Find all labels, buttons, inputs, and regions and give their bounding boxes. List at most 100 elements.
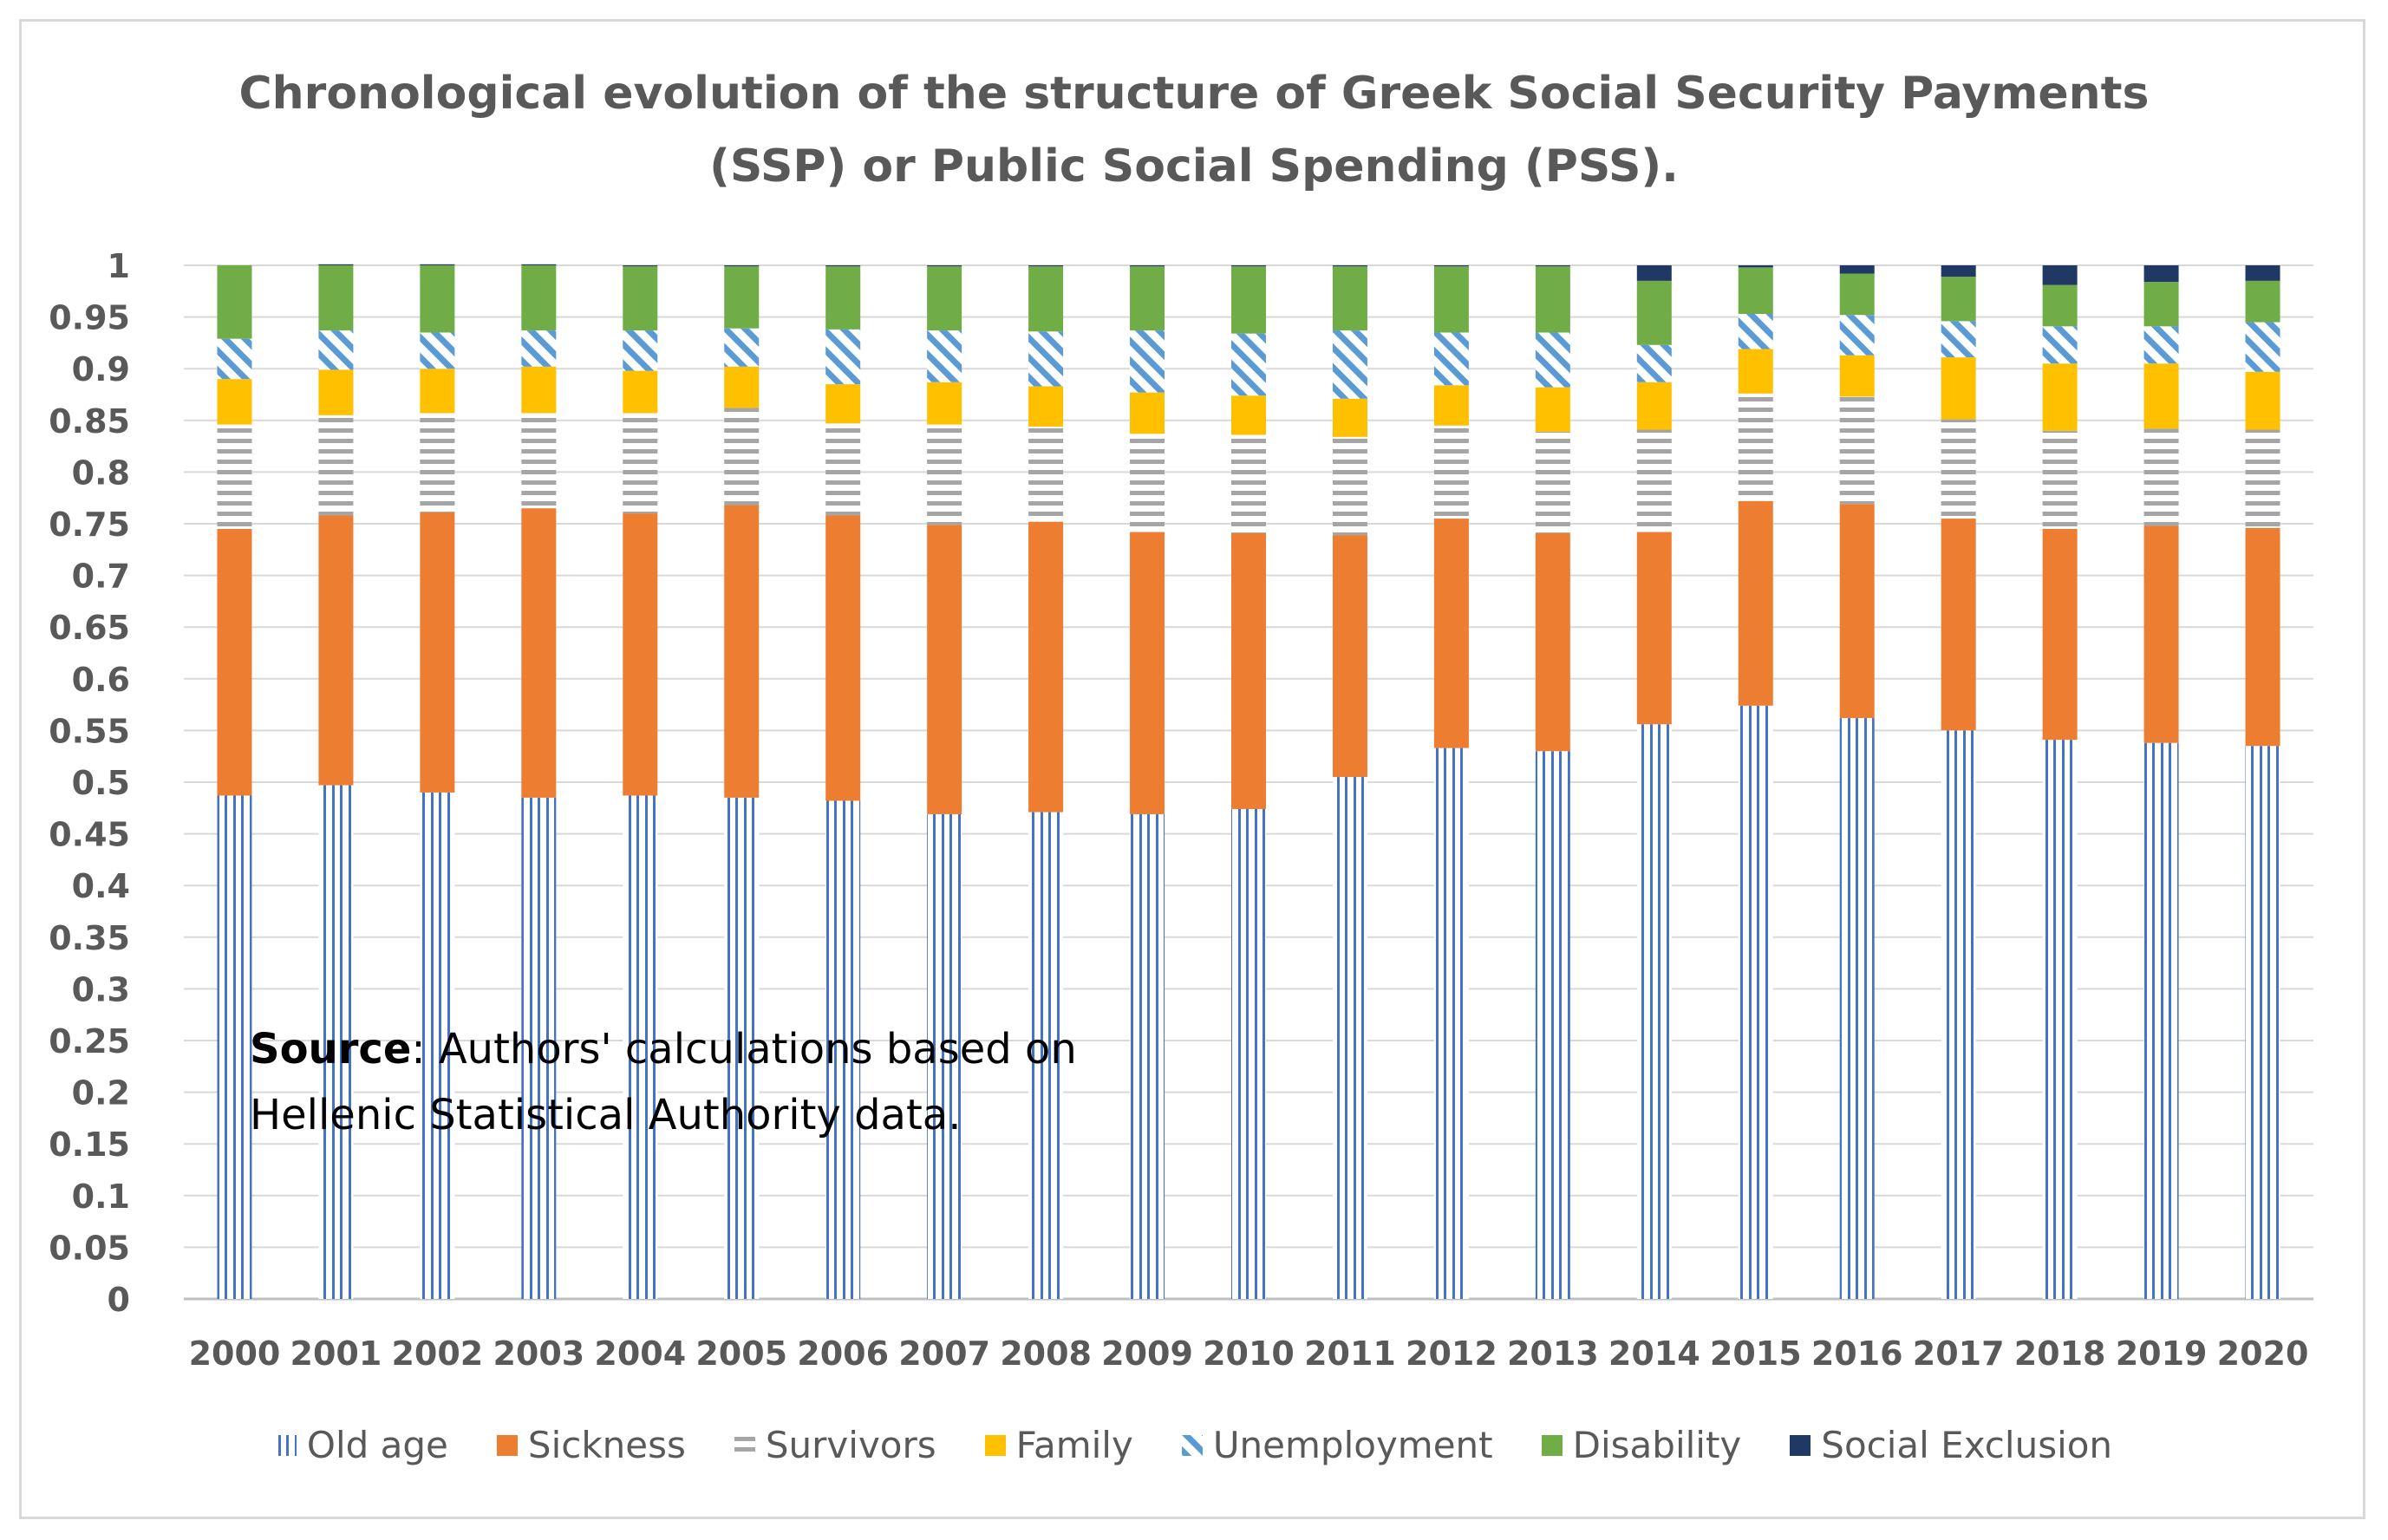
bar-segment-old-age-2008 [1028, 812, 1064, 1299]
bar-segment-survivors-2013 [1535, 431, 1570, 533]
bar-segment-old-age-2018 [2042, 740, 2078, 1299]
bar-segment-disability-2005 [724, 266, 760, 329]
bar-segment-family-2011 [1332, 398, 1367, 437]
bar-segment-sickness-2012 [1433, 519, 1469, 748]
bar-segment-survivors-2017 [1941, 419, 1976, 519]
legend-label: Social Exclusion [1821, 1424, 2113, 1466]
bar-segment-old-age-2003 [521, 797, 557, 1299]
bar-segment-sickness-2014 [1636, 532, 1672, 725]
bar-segment-disability-2015 [1738, 267, 1773, 315]
bar-segment-disability-2009 [1130, 266, 1165, 331]
y-tick-label: 0.7 [72, 558, 130, 596]
bar-segment-sickness-2008 [1028, 521, 1064, 812]
bar-segment-disability-2018 [2042, 284, 2078, 327]
bar-segment-old-age-2000 [217, 795, 252, 1299]
source-note: Source: Authors' calculations based on H… [250, 1016, 1077, 1148]
bar-segment-disability-2010 [1231, 266, 1266, 334]
bar-segment-disability-2002 [420, 265, 455, 333]
bar-segment-old-age-2014 [1636, 724, 1672, 1299]
x-tick-label: 2011 [1304, 1334, 1396, 1373]
bar-segment-family-2001 [318, 369, 354, 415]
bar-segment-old-age-2002 [420, 792, 455, 1299]
bar-segment-disability-2006 [825, 266, 861, 330]
bar-segment-survivors-2002 [420, 413, 455, 512]
legend-swatch [984, 1434, 1006, 1456]
y-tick-label: 0.8 [72, 454, 130, 492]
bar-segment-unemployment-2017 [1941, 321, 1976, 358]
source-note-line-1: Source: Authors' calculations based on [250, 1016, 1077, 1082]
bar-segment-old-age-2017 [1941, 730, 1976, 1299]
bar-segment-survivors-2010 [1231, 434, 1266, 533]
bar-segment-social-exclusion-2006 [825, 265, 861, 267]
y-tick-label: 0.1 [72, 1178, 130, 1216]
bar-segment-survivors-2020 [2245, 429, 2280, 528]
x-tick-label: 2019 [2116, 1334, 2208, 1373]
legend-label: Unemployment [1212, 1424, 1493, 1466]
bar-segment-social-exclusion-2020 [2245, 265, 2280, 281]
bar-segment-sickness-2011 [1332, 535, 1367, 778]
bar-segment-social-exclusion-2019 [2143, 265, 2179, 283]
bar-segment-unemployment-2018 [2042, 326, 2078, 364]
bar-segment-family-2015 [1738, 349, 1773, 394]
source-label: Source [250, 1025, 412, 1073]
bar-segment-social-exclusion-2017 [1941, 265, 1976, 277]
legend-item-disability: Disability [1541, 1424, 1741, 1466]
x-tick-label: 2007 [898, 1334, 990, 1373]
bar-segment-disability-2011 [1332, 266, 1367, 331]
bar-segment-sickness-2016 [1839, 504, 1875, 719]
x-tick-label: 2004 [594, 1334, 686, 1373]
bar-segment-family-2006 [825, 384, 861, 424]
x-tick-label: 2001 [290, 1334, 382, 1373]
bar-segment-family-2009 [1130, 392, 1165, 434]
bar-segment-social-exclusion-2014 [1636, 265, 1672, 281]
x-tick-label: 2008 [1000, 1334, 1092, 1373]
legend-swatch [496, 1434, 518, 1456]
source-note-line-2: Hellenic Statistical Authority data. [250, 1091, 962, 1139]
bar-segment-social-exclusion-2007 [927, 265, 962, 267]
x-tick-label: 2012 [1406, 1334, 1497, 1373]
legend-label: Family [1015, 1424, 1133, 1466]
bar-segment-sickness-2001 [318, 515, 354, 786]
bar-segment-unemployment-2012 [1433, 332, 1469, 386]
bar-segment-old-age-2001 [318, 785, 354, 1299]
y-tick-label: 0.65 [49, 609, 130, 647]
source-text: : Authors' calculations based on [411, 1025, 1077, 1073]
bar-segment-survivors-2004 [623, 413, 658, 514]
bar-segment-sickness-2003 [521, 508, 557, 798]
bar-segment-old-age-2010 [1231, 808, 1266, 1299]
bar-segment-unemployment-2016 [1839, 315, 1875, 356]
bar-segment-social-exclusion-2013 [1535, 265, 1570, 267]
chart-legend: Old age Sickness Survivors Family Unemployme… [0, 1424, 2388, 1466]
bar-segment-disability-2017 [1941, 277, 1976, 322]
bar-segment-social-exclusion-2002 [420, 264, 455, 265]
bar-segment-disability-2016 [1839, 273, 1875, 316]
bar-segment-family-2012 [1433, 385, 1469, 426]
bar-segment-survivors-2011 [1332, 436, 1367, 536]
legend-label: Old age [306, 1424, 448, 1466]
bar-segment-family-2007 [927, 382, 962, 425]
bar-segment-sickness-2006 [825, 515, 861, 801]
bar-segment-old-age-2011 [1332, 777, 1367, 1299]
bar-segment-sickness-2010 [1231, 532, 1266, 809]
legend-item-family: Family [984, 1424, 1133, 1466]
bar-segment-survivors-2016 [1839, 396, 1875, 505]
bar-segment-unemployment-2006 [825, 329, 861, 385]
bar-segment-disability-2007 [927, 266, 962, 331]
bar-segment-family-2020 [2245, 371, 2280, 430]
bar-segment-survivors-2012 [1433, 425, 1469, 519]
bar-segment-sickness-2002 [420, 512, 455, 793]
x-tick-label: 2015 [1710, 1334, 1802, 1373]
y-tick-label: 0.85 [49, 402, 130, 440]
bar-segment-old-age-2007 [927, 813, 962, 1299]
bar-segment-family-2004 [623, 370, 658, 414]
x-tick-label: 2018 [2014, 1334, 2106, 1373]
x-tick-label: 2002 [391, 1334, 483, 1373]
y-tick-label: 0.35 [49, 919, 130, 957]
x-tick-label: 2006 [797, 1334, 889, 1373]
bar-segment-survivors-2001 [318, 414, 354, 516]
bar-segment-family-2014 [1636, 382, 1672, 430]
y-tick-label: 0.05 [49, 1229, 130, 1267]
bar-segment-disability-2012 [1433, 266, 1469, 333]
bar-segment-disability-2014 [1636, 280, 1672, 345]
